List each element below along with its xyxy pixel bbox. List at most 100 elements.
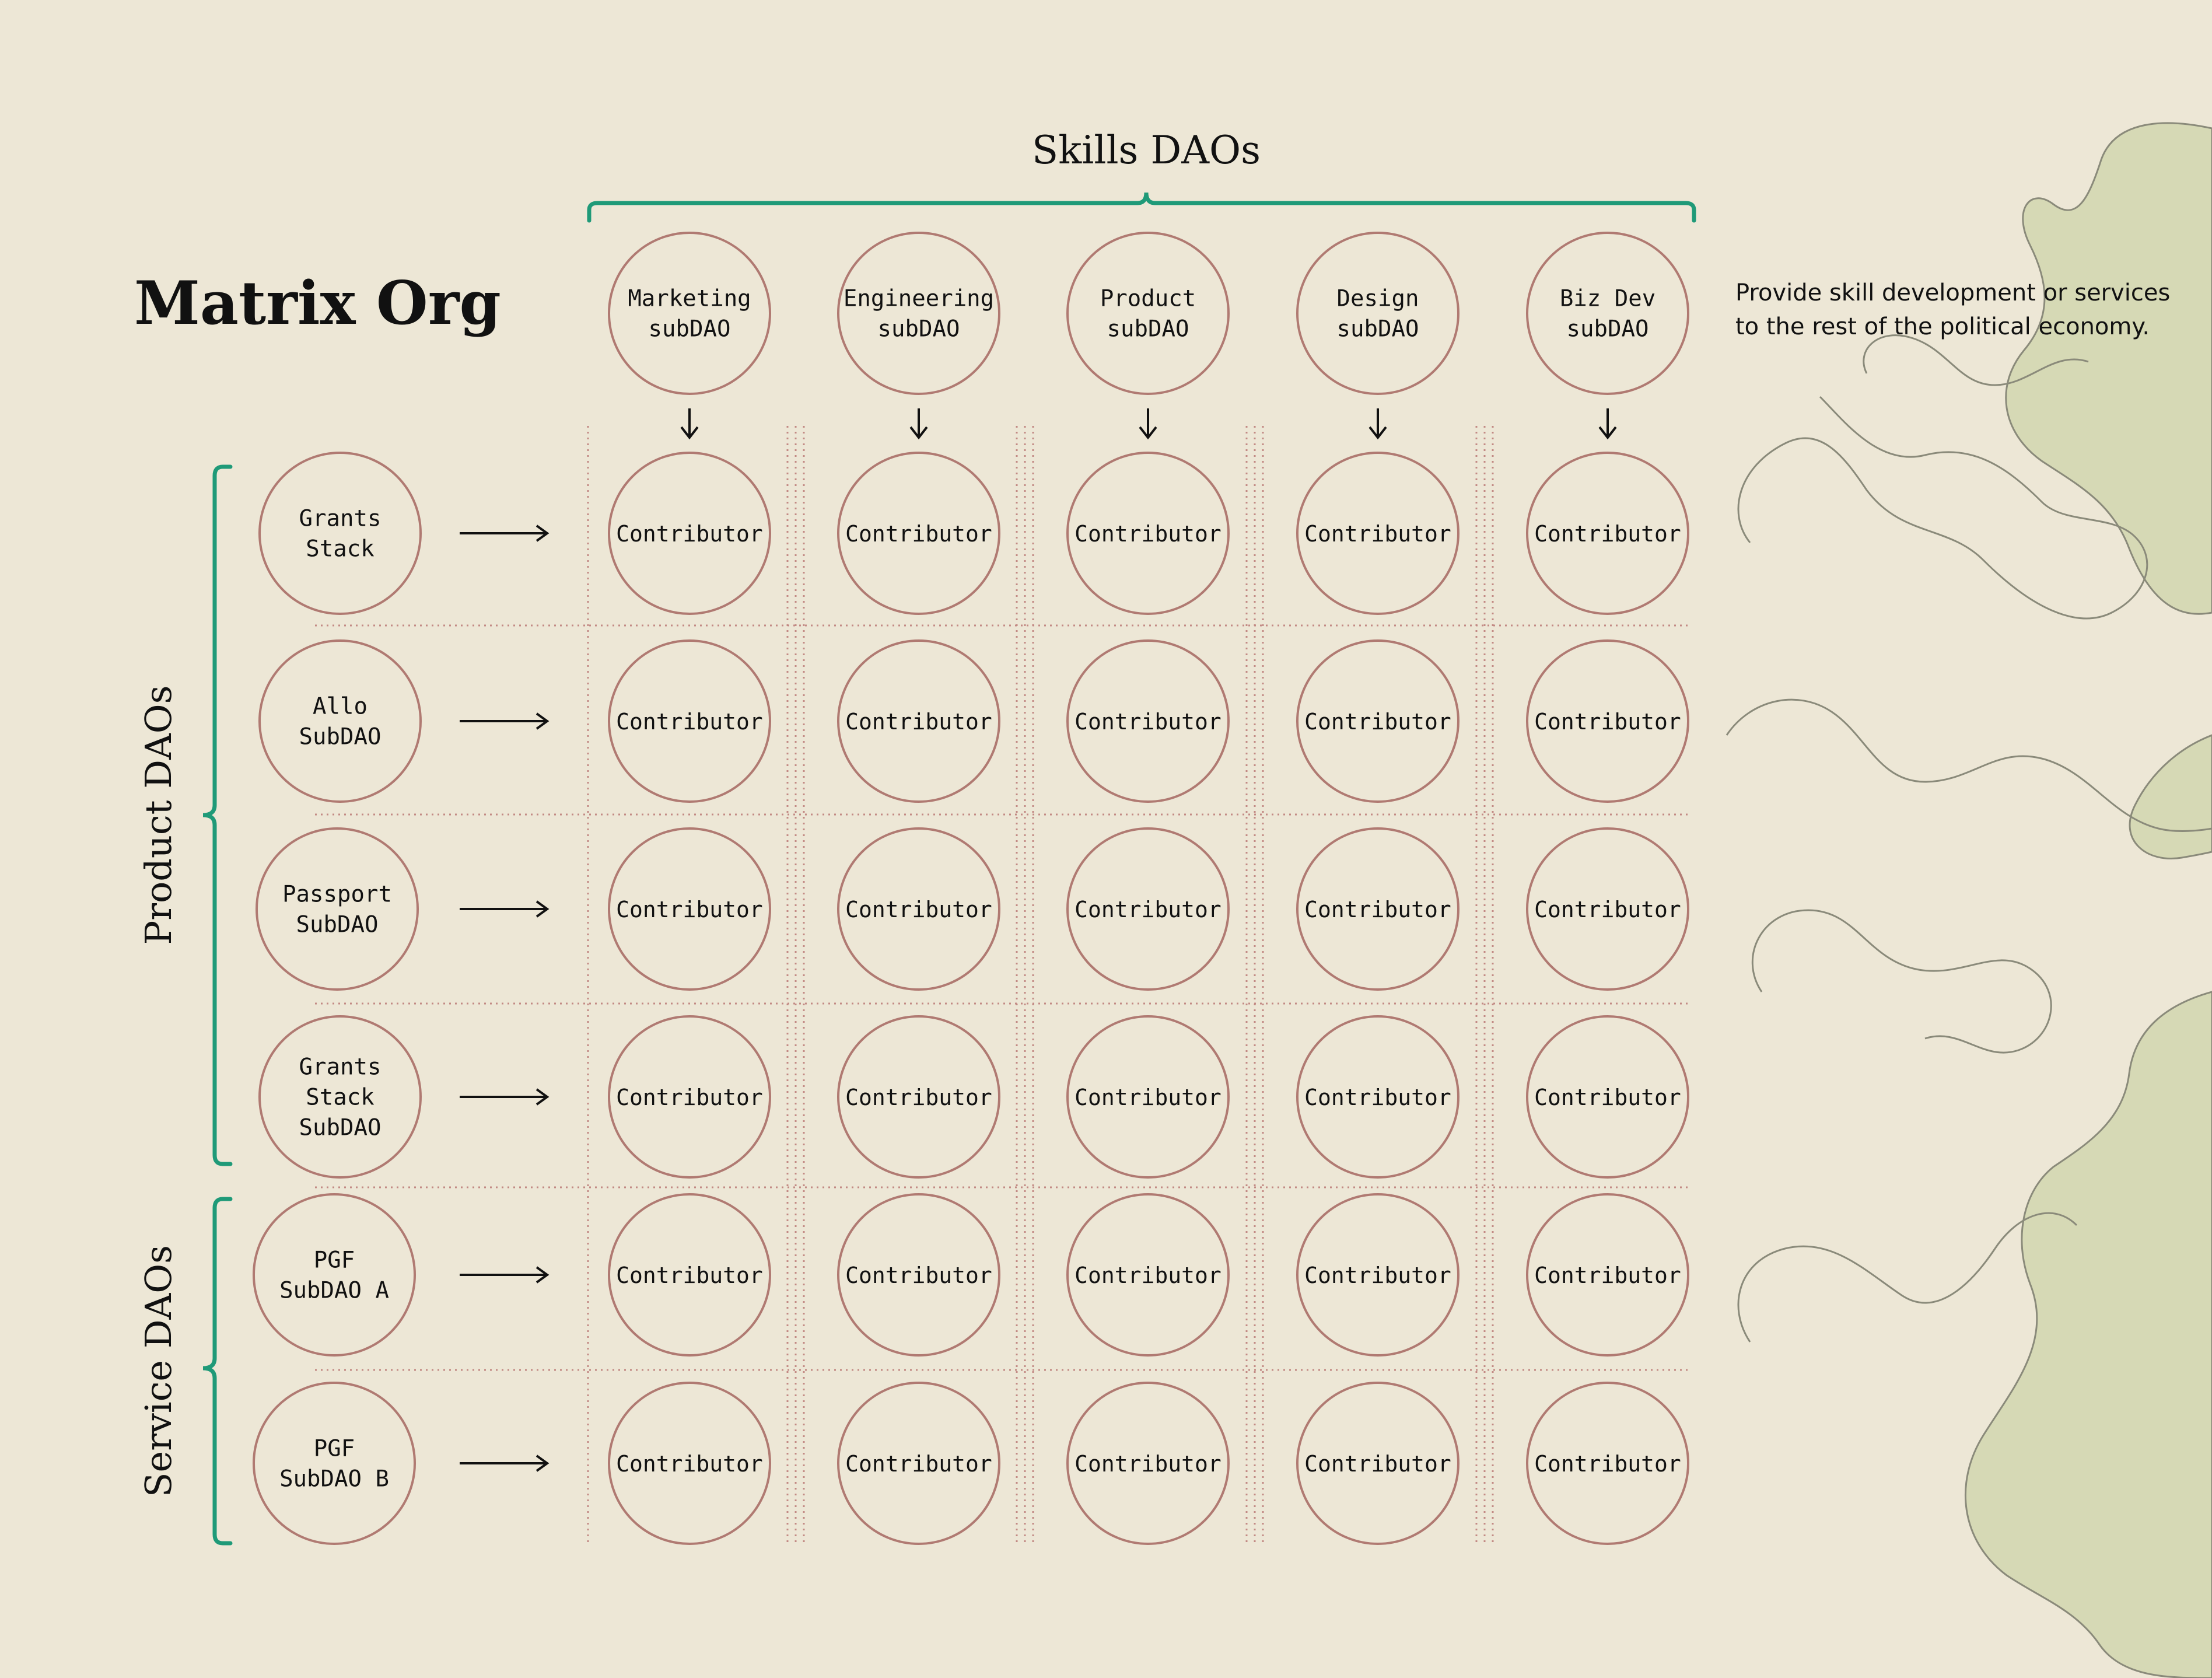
grid-lines <box>315 426 1692 1543</box>
contributor-cell-passport-bizdev: Contributor <box>1526 827 1689 991</box>
skill-product-node: Product subDAO <box>1066 232 1230 440</box>
skills-header: Skills DAOs <box>1032 128 1261 173</box>
blob-outline <box>1737 1212 2078 1343</box>
contributor-circle <box>1526 452 1689 615</box>
contributor-circle <box>1296 452 1460 615</box>
contributor-cell-pgf-b-product: Contributor <box>1066 1382 1230 1545</box>
contributor-circle <box>1066 1015 1230 1179</box>
contributor-circle <box>1526 1382 1689 1545</box>
contributor-label: Contributor <box>845 1451 992 1477</box>
contributor-circle <box>837 827 1000 991</box>
row-label: PGF <box>314 1247 355 1274</box>
row-label: Stack <box>306 536 374 562</box>
skill-label: subDAO <box>649 316 731 342</box>
row-grants-stack-subdao-node: Grants Stack SubDAO <box>258 1015 550 1179</box>
contributor-label: Contributor <box>1304 897 1451 922</box>
contributor-label: Contributor <box>1074 709 1222 735</box>
contributor-label: Contributor <box>1304 1263 1451 1288</box>
contributor-cell-grants-stack-subdao-product: Contributor <box>1066 1015 1230 1179</box>
contributor-cell-pgf-a-bizdev: Contributor <box>1526 1193 1689 1357</box>
contributor-cell-pgf-a-design: Contributor <box>1296 1193 1460 1357</box>
contributor-cell-pgf-b-bizdev: Contributor <box>1526 1382 1689 1545</box>
contributor-cell-passport-marketing: Contributor <box>608 827 771 991</box>
contributor-circle <box>1296 827 1460 991</box>
down-arrow-icon <box>909 408 928 440</box>
skill-label: subDAO <box>1567 316 1649 342</box>
right-arrow-icon <box>460 712 550 730</box>
dao-rows: GrantsStackAlloSubDAOPassportSubDAOGrant… <box>253 452 550 1545</box>
right-arrow-icon <box>460 1455 550 1472</box>
contributor-label: Contributor <box>616 1451 763 1477</box>
skill-circle <box>1526 232 1689 395</box>
service-daos-label: Service DAOs <box>137 1245 180 1497</box>
contributor-circle <box>608 452 771 615</box>
row-circle <box>253 1193 416 1357</box>
contributor-label: Contributor <box>1534 709 1681 735</box>
contributor-cells: Contributor Contributor Contributor Contrib… <box>608 452 1689 1545</box>
contributor-cell-grants-stack-design: Contributor <box>1296 452 1460 615</box>
row-label: Stack <box>306 1085 374 1111</box>
row-label: SubDAO <box>299 724 382 750</box>
row-pgf-a-node: PGF SubDAO A <box>253 1193 550 1357</box>
contributor-cell-grants-stack-marketing: Contributor <box>608 452 771 615</box>
blob-shape <box>2005 122 2212 615</box>
skill-label: subDAO <box>1107 316 1189 342</box>
skills-description-line-1: Provide skill development or services <box>1735 279 2170 306</box>
contributor-cell-allo-engineering: Contributor <box>837 639 1000 803</box>
contributor-label: Contributor <box>1304 709 1451 735</box>
skill-label: subDAO <box>1337 316 1419 342</box>
contributor-circle <box>1296 1382 1460 1545</box>
row-circle <box>258 452 422 615</box>
contributor-cell-grants-stack-subdao-design: Contributor <box>1296 1015 1460 1179</box>
contributor-label: Contributor <box>845 1263 992 1288</box>
row-label: SubDAO <box>296 912 379 938</box>
contributor-cell-passport-engineering: Contributor <box>837 827 1000 991</box>
skills-bracket <box>587 192 1696 223</box>
contributor-label: Contributor <box>1534 521 1681 547</box>
blob-outline <box>1737 396 2148 620</box>
row-label: SubDAO A <box>279 1278 389 1304</box>
contributor-cell-pgf-a-product: Contributor <box>1066 1193 1230 1357</box>
row-circle <box>256 827 419 991</box>
right-arrow-icon <box>460 1088 550 1106</box>
down-arrow-icon <box>1598 408 1617 440</box>
decorative-blobs <box>1726 122 2212 1678</box>
row-grants-stack-node: Grants Stack <box>258 452 550 615</box>
blob-shape <box>2129 734 2212 859</box>
contributor-label: Contributor <box>616 1263 763 1288</box>
contributor-label: Contributor <box>845 897 992 922</box>
contributor-circle <box>1066 452 1230 615</box>
contributor-circle <box>1526 1193 1689 1357</box>
skill-circle <box>1066 232 1230 395</box>
contributor-cell-allo-product: Contributor <box>1066 639 1230 803</box>
contributor-label: Contributor <box>1534 1451 1681 1477</box>
contributor-label: Contributor <box>1304 1451 1451 1477</box>
contributor-circle <box>1296 639 1460 803</box>
skill-marketing-node: Marketing subDAO <box>608 232 771 440</box>
contributor-cell-grants-stack-subdao-bizdev: Contributor <box>1526 1015 1689 1179</box>
row-circle <box>258 639 422 803</box>
contributor-cell-passport-product: Contributor <box>1066 827 1230 991</box>
contributor-circle <box>1066 1193 1230 1357</box>
right-arrow-icon <box>460 900 550 918</box>
contributor-circle <box>1526 639 1689 803</box>
contributor-cell-allo-design: Contributor <box>1296 639 1460 803</box>
contributor-circle <box>1066 639 1230 803</box>
contributor-cell-passport-design: Contributor <box>1296 827 1460 991</box>
skill-label: Biz Dev <box>1560 286 1656 312</box>
contributor-circle <box>1066 827 1230 991</box>
contributor-cell-pgf-b-engineering: Contributor <box>837 1382 1000 1545</box>
page-title: Matrix Org <box>134 268 501 338</box>
skill-circle <box>837 232 1000 395</box>
contributor-circle <box>837 452 1000 615</box>
contributor-circle <box>837 1193 1000 1357</box>
contributor-circle <box>608 1015 771 1179</box>
row-pgf-b-node: PGF SubDAO B <box>253 1382 550 1545</box>
row-label: SubDAO B <box>279 1466 389 1492</box>
row-label: Grants <box>299 1054 382 1081</box>
skill-label: Design <box>1337 286 1419 312</box>
skills-columns: Marketing subDAO Engineering subDAO Product s… <box>608 232 1689 440</box>
contributor-cell-grants-stack-bizdev: Contributor <box>1526 452 1689 615</box>
row-allo-node: Allo SubDAO <box>258 639 550 803</box>
